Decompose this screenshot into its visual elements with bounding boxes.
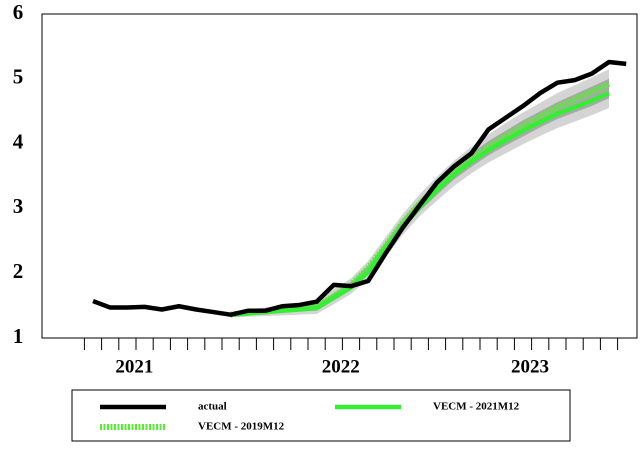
y-tick-label: 4 xyxy=(13,129,24,153)
plot-frame xyxy=(41,13,638,339)
legend-label: VECM - 2021M12 xyxy=(433,401,520,413)
y-tick-label: 2 xyxy=(13,259,24,283)
legend-box xyxy=(71,389,571,442)
x-tick-label: 2022 xyxy=(322,356,360,377)
legend-label: actual xyxy=(198,401,227,413)
y-tick-label: 5 xyxy=(13,65,24,89)
y-tick-label: 1 xyxy=(13,324,24,348)
y-tick-label: 3 xyxy=(13,194,24,218)
y-tick-label: 6 xyxy=(13,0,24,24)
x-tick-label: 2023 xyxy=(511,356,549,377)
legend-label: VECM - 2019M12 xyxy=(198,421,285,433)
series-line xyxy=(92,59,627,317)
forecast-band xyxy=(230,78,609,316)
x-tick-label: 2021 xyxy=(115,356,153,377)
